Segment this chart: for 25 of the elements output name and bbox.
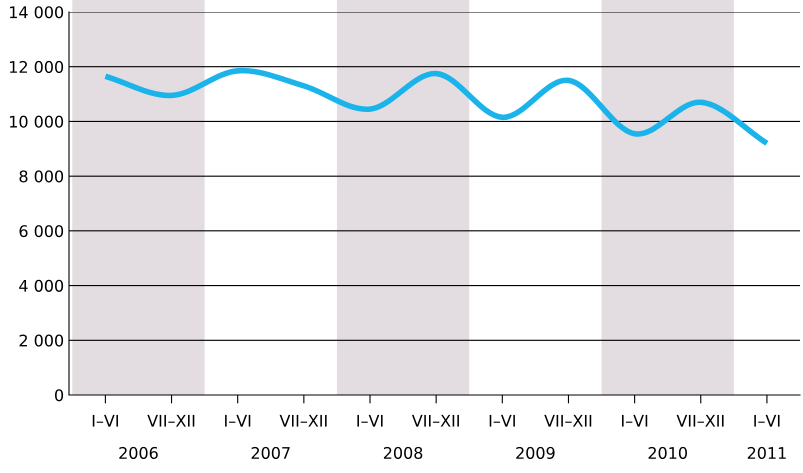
y-tick-label: 14 000 — [10, 6, 64, 18]
y-tick-label: 12 000 — [10, 60, 64, 74]
text: 2009 — [516, 446, 555, 459]
x-tick-label: VII–XII — [280, 414, 327, 427]
text: 2006 — [119, 446, 158, 459]
text: 2008 — [384, 446, 422, 459]
text: 2011 — [748, 446, 786, 459]
x-tick-label: I–VI — [92, 414, 118, 427]
y-tick-label: 4 000 — [19, 280, 64, 292]
x-tick-label: I–VI — [490, 414, 515, 427]
x-tick-label: I–VI — [225, 414, 250, 427]
x-tick-label: VII–XII — [147, 414, 194, 427]
y-tick-label: 2 000 — [20, 334, 64, 347]
y-tick-label: 0 — [55, 389, 64, 402]
x-tick-label: I–VI — [622, 414, 648, 427]
text: 2007 — [252, 446, 290, 459]
x-tick-label: VII–XII — [544, 414, 592, 427]
y-tick-label: 10 000 — [10, 116, 64, 128]
x-tick-label: I–VI — [357, 414, 383, 427]
y-tick-label: 8 000 — [19, 170, 64, 182]
y-tick-label: 6 000 — [20, 225, 64, 238]
text: 2010 — [648, 446, 687, 459]
x-tick-label: VII–XII — [676, 414, 724, 427]
x-tick-label: VII–XII — [412, 414, 459, 427]
x-tick-label: I–VI — [754, 414, 780, 427]
